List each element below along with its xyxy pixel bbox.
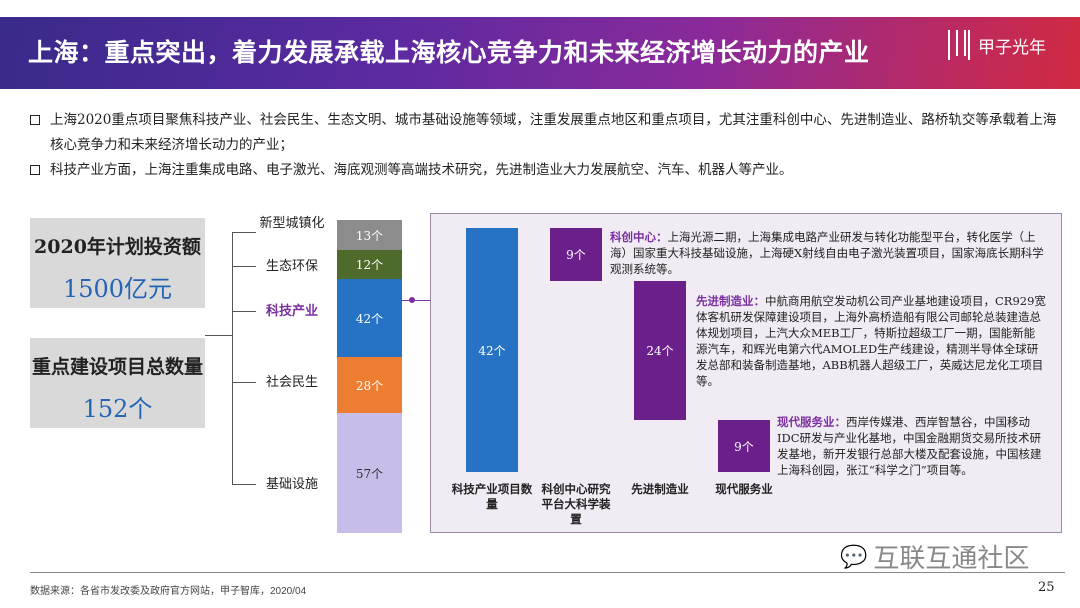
waterfall-bar: 9个	[718, 420, 770, 472]
footer-divider	[30, 572, 1065, 573]
bar-label: 现代服务业	[715, 482, 773, 496]
arrow-line	[232, 266, 256, 267]
bullet-text: 科技产业方面，上海注重集成电路、电子激光、海底观测等高端技术研究，先进制造业大力…	[50, 162, 793, 178]
investment-value: 1500亿元	[62, 275, 173, 303]
desc-title: 科创中心：	[610, 230, 668, 244]
project-count-box: 重点建设项目总数量 152个	[30, 338, 205, 428]
stack-segment: 42个	[337, 279, 402, 357]
desc-text: 上海光源二期，上海集成电路产业研发与转化功能型平台，转化医学（上海）国家重大科技…	[610, 230, 1044, 276]
category-label: 社会民生	[265, 375, 318, 390]
count-label: 重点建设项目总数量	[31, 356, 203, 378]
arrow-line	[232, 232, 256, 233]
bar-label: 科创中心研究平台大科学装置	[541, 482, 611, 526]
bullet-list: 上海2020重点项目聚焦科技产业、社会民生、生态文明、城市基础设施等领域，注重发…	[30, 108, 1060, 183]
header-banner	[0, 17, 1080, 89]
connector-line	[402, 300, 430, 301]
arrow-line	[232, 382, 256, 383]
bracket-connector	[205, 335, 232, 336]
desc-title: 先进制造业：	[696, 294, 765, 308]
connector-dot-icon	[409, 297, 415, 303]
bar-label: 先进制造业	[631, 482, 689, 496]
bar-label: 科技产业项目数量	[451, 482, 533, 511]
investment-box: 2020年计划投资额 1500亿元	[30, 218, 205, 308]
bullet-text: 上海2020重点项目聚焦科技产业、社会民生、生态文明、城市基础设施等领域，注重发…	[50, 112, 1057, 153]
square-bullet-icon	[30, 115, 40, 125]
bullet-item: 上海2020重点项目聚焦科技产业、社会民生、生态文明、城市基础设施等领域，注重发…	[30, 108, 1060, 158]
desc-title: 现代服务业：	[777, 415, 846, 429]
logo: 甲子光年	[948, 30, 1046, 60]
page-number: 25	[1038, 580, 1055, 595]
source-note: 数据来源：各省市发改委及政府官方网站，甲子智库，2020/04	[30, 586, 307, 597]
breakdown-panel	[430, 213, 1062, 533]
category-label: 生态环保	[265, 259, 318, 274]
bracket-line	[232, 232, 233, 484]
stack-segment: 13个	[337, 220, 402, 250]
waterfall-bar: 9个	[550, 228, 602, 281]
investment-label: 2020年计划投资额	[34, 236, 201, 258]
arrow-line	[232, 484, 256, 485]
stack-segment: 57个	[337, 413, 402, 533]
page-title: 上海：重点突出，着力发展承载上海核心竞争力和未来经济增长动力的产业	[28, 38, 870, 67]
bullet-item: 科技产业方面，上海注重集成电路、电子激光、海底观测等高端技术研究，先进制造业大力…	[30, 158, 1060, 183]
desc-text: 中航商用航空发动机公司产业基地建设项目，CR929宽体客机研发保障建设项目，上海…	[696, 294, 1046, 388]
total-bar: 42个	[466, 228, 518, 472]
desc-text: 西岸传媒港、西岸智慧谷，中国移动IDC研发与产业化基地，中国金融期货交易所技术研…	[777, 415, 1042, 477]
watermark-text: 互联互通社区	[873, 543, 1030, 573]
count-value: 152个	[82, 395, 153, 423]
desc-block: 现代服务业：西岸传媒港、西岸智慧谷，中国移动IDC研发与产业化基地，中国金融期货…	[777, 414, 1049, 478]
arrow-line	[232, 311, 256, 312]
waterfall-bar: 24个	[634, 281, 686, 420]
stack-segment: 12个	[337, 250, 402, 279]
square-bullet-icon	[30, 165, 40, 175]
category-label: 基础设施	[265, 477, 318, 492]
stack-segment: 28个	[337, 357, 402, 413]
logo-text: 甲子光年	[978, 37, 1046, 58]
watermark: 💬 互联互通社区	[840, 538, 1029, 575]
desc-block: 先进制造业：中航商用航空发动机公司产业基地建设项目，CR929宽体客机研发保障建…	[696, 293, 1046, 389]
category-label-highlighted: 科技产业	[265, 304, 318, 319]
logo-mark-icon	[948, 30, 970, 60]
category-label: 新型城镇化	[259, 216, 325, 231]
wechat-icon: 💬	[840, 543, 868, 569]
desc-block: 科创中心：上海光源二期，上海集成电路产业研发与转化功能型平台，转化医学（上海）国…	[610, 229, 1050, 277]
